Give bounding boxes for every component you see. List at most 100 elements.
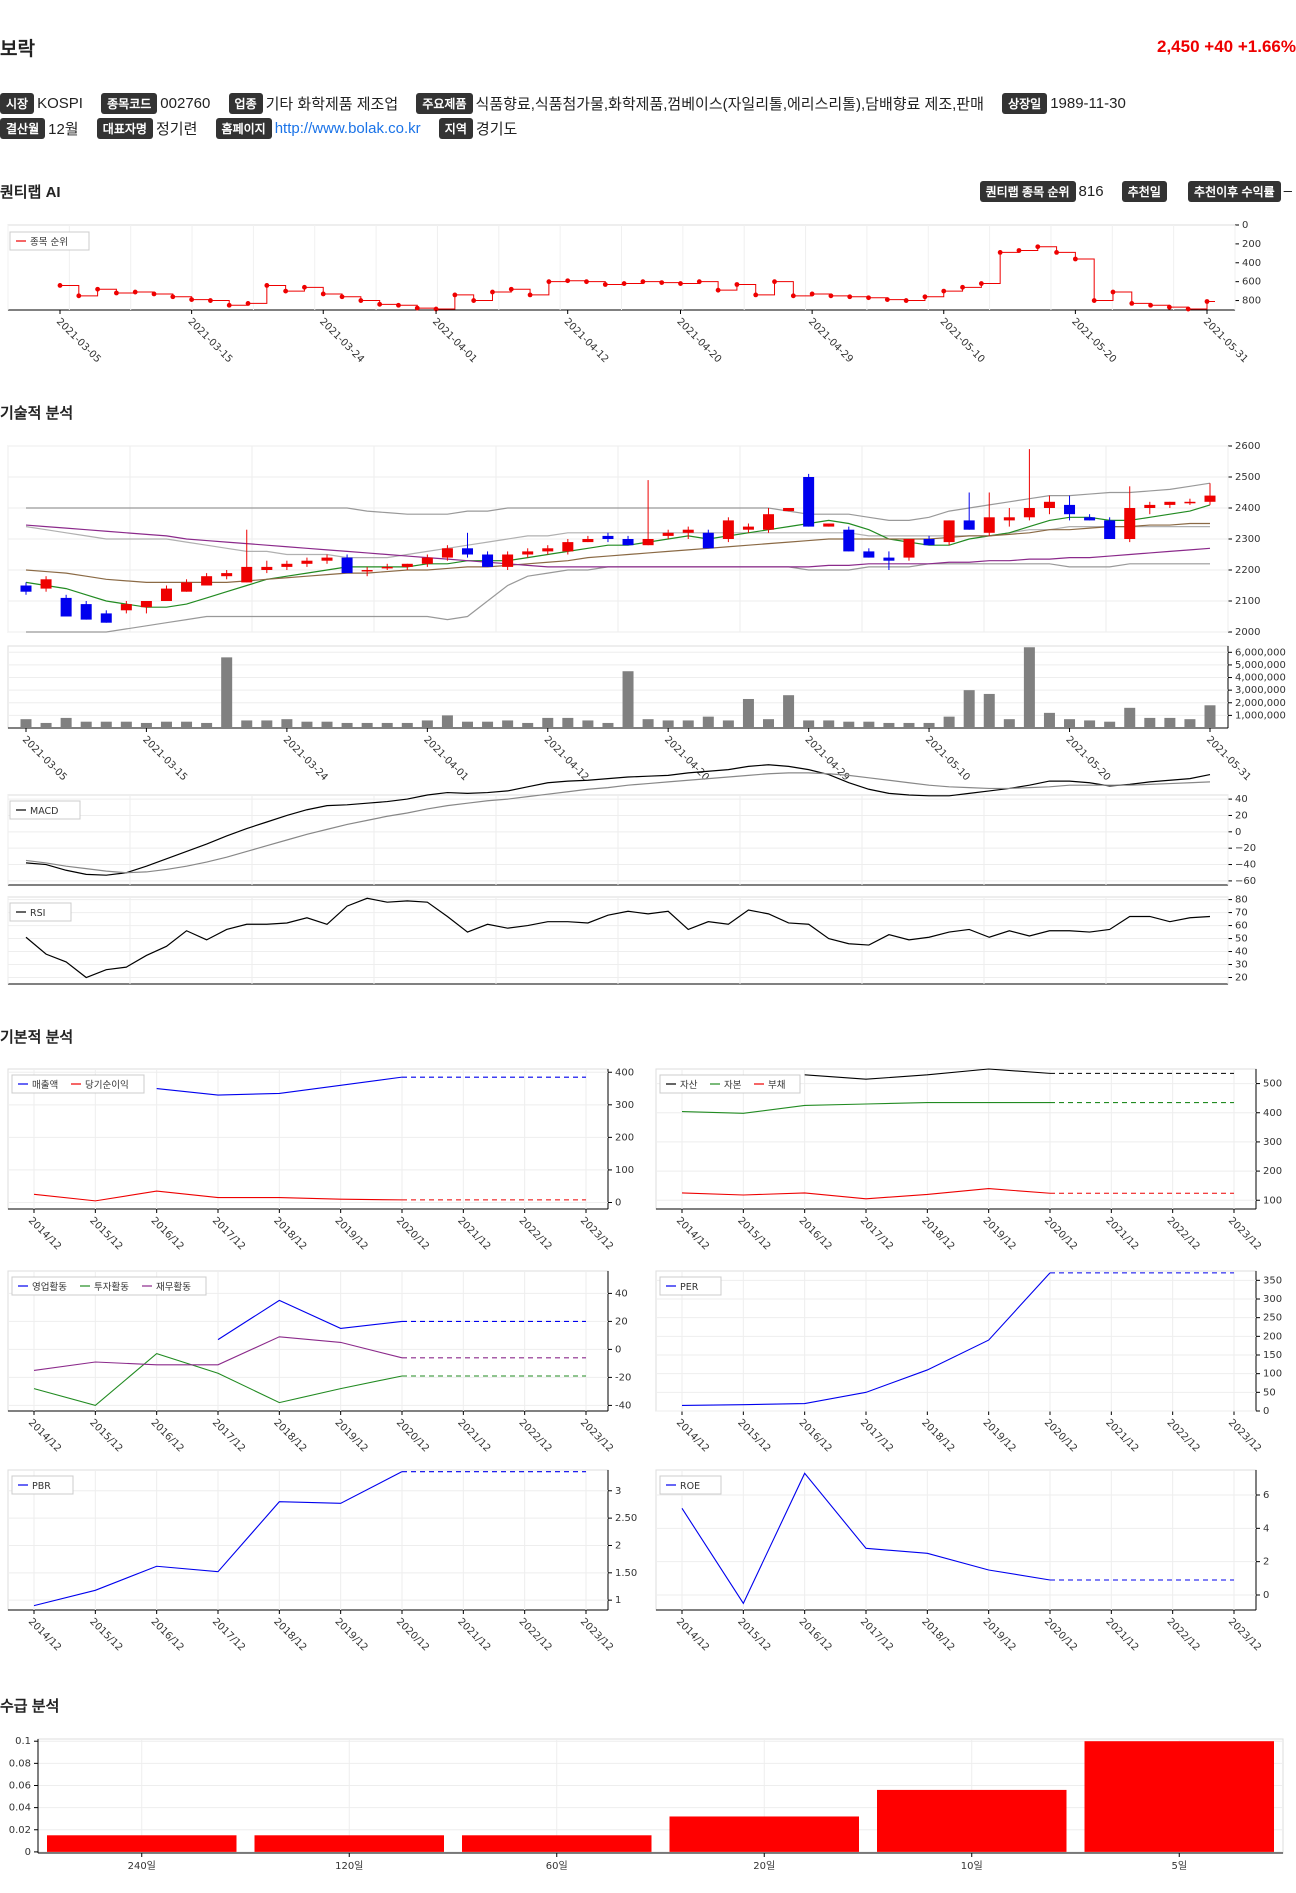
candle-body bbox=[461, 548, 473, 555]
candle-body bbox=[1043, 501, 1055, 508]
asset-equity-debt-chart: 2014/12 2015/12 2016/12 2017/12 2018/12 2019/… bbox=[655, 1068, 1282, 1252]
rank-point bbox=[490, 289, 495, 295]
volume-bar bbox=[281, 719, 293, 728]
volume-bar bbox=[783, 695, 795, 728]
volume-y-tick-label: 3,000,000 bbox=[1235, 685, 1286, 696]
candle-body bbox=[522, 551, 534, 555]
pbr-x-tick-label: 2023/12 bbox=[578, 1616, 615, 1653]
candle-body bbox=[642, 539, 654, 546]
price-y-tick-label: 2300 bbox=[1235, 534, 1260, 545]
rank-point bbox=[734, 282, 740, 287]
fin1-y-tick-label: 400 bbox=[615, 1067, 634, 1078]
volume-bar bbox=[120, 721, 132, 728]
rank-x-tick-label: 2021-04-01 bbox=[430, 316, 479, 365]
candle-body bbox=[582, 539, 594, 543]
volume-bar bbox=[60, 717, 72, 728]
rsi-y-tick-label: 50 bbox=[1235, 934, 1248, 945]
volume-bar bbox=[401, 722, 413, 728]
rank-chart: 0 200 400 600 800 2021-03-05 2021-03-15 2021-03… bbox=[7, 220, 1261, 365]
roe-series-line bbox=[681, 1472, 1051, 1605]
homepage-link[interactable]: http://www.bolak.co.kr bbox=[274, 120, 421, 137]
volume-x-tick-label: 2021-04-12 bbox=[542, 734, 591, 783]
supply-bar bbox=[669, 1816, 859, 1852]
fin2-legend-label: 자본 bbox=[724, 1080, 742, 1091]
macd-legend-label: MACD bbox=[30, 806, 58, 817]
volume-bar bbox=[1084, 720, 1096, 728]
supply-y-tick-label: 0.06 bbox=[9, 1780, 31, 1791]
candle-body bbox=[903, 539, 915, 558]
price-line-ma-green bbox=[25, 504, 1211, 608]
price-display: 2,450 +40 +1.66% bbox=[1157, 37, 1296, 57]
fin3-x-tick-label: 2017/12 bbox=[210, 1417, 247, 1454]
rank-point bbox=[1148, 302, 1153, 308]
price-y-tick-label: 2200 bbox=[1235, 565, 1260, 576]
volume-bar bbox=[1003, 719, 1015, 728]
roe-x-tick-label: 2021/12 bbox=[1103, 1616, 1140, 1653]
candle-body bbox=[1124, 508, 1136, 539]
candle-body bbox=[963, 520, 975, 530]
volume-bar bbox=[261, 720, 273, 728]
volume-bar bbox=[461, 721, 473, 728]
rank-point bbox=[997, 249, 1003, 255]
homepage-badge: 홈페이지 bbox=[215, 118, 272, 139]
rank-point bbox=[922, 294, 928, 300]
section-fundamental-title: 기본적 분석 bbox=[0, 1029, 74, 1046]
candle-body bbox=[542, 548, 554, 552]
supply-bar bbox=[47, 1835, 237, 1852]
supply-bar bbox=[1084, 1741, 1274, 1852]
candle-body bbox=[60, 597, 72, 617]
rank-point bbox=[226, 302, 232, 308]
volume-x-tick-label: 2021-03-15 bbox=[140, 734, 189, 783]
rank-point bbox=[640, 279, 646, 285]
volume-bar bbox=[602, 722, 614, 728]
roe-x-tick-label: 2020/12 bbox=[1042, 1616, 1079, 1653]
candle-body bbox=[502, 554, 514, 567]
volume-x-tick-label: 2021-04-20 bbox=[662, 734, 711, 783]
macd-y-tick-label: −60 bbox=[1235, 876, 1256, 887]
pbr-x-tick-label: 2019/12 bbox=[333, 1616, 370, 1653]
candle-body bbox=[1104, 520, 1116, 539]
roe-x-tick-label: 2017/12 bbox=[858, 1616, 895, 1653]
per-x-tick-label: 2018/12 bbox=[919, 1417, 956, 1454]
rank-point bbox=[772, 279, 777, 285]
code-value: 002760 bbox=[160, 95, 211, 112]
candle-body bbox=[421, 557, 433, 564]
per-series-line bbox=[681, 1272, 1051, 1406]
price-change-pct: +1.66% bbox=[1237, 37, 1296, 56]
fin3-legend-box bbox=[11, 1276, 207, 1296]
rank-point bbox=[208, 298, 213, 303]
fin3-y-tick-label: -20 bbox=[615, 1372, 631, 1383]
rank-x-tick-label: 2021-05-10 bbox=[938, 316, 987, 365]
volume-bar bbox=[923, 722, 935, 728]
fin1-y-tick-label: 100 bbox=[615, 1165, 634, 1176]
macd-y-tick-label: 40 bbox=[1235, 794, 1248, 805]
cashflow-chart: 2014/12 2015/12 2016/12 2017/12 2018/12 2019/… bbox=[7, 1270, 631, 1454]
fin3-x-tick-label: 2014/12 bbox=[26, 1417, 63, 1454]
rank-point bbox=[527, 292, 533, 298]
rank-point bbox=[790, 293, 796, 299]
per-y-tick-label: 350 bbox=[1263, 1275, 1282, 1286]
candle-body bbox=[923, 539, 935, 546]
rank-value: 816 bbox=[1078, 183, 1104, 200]
rank-line bbox=[60, 246, 1215, 310]
candle-body bbox=[742, 526, 754, 530]
info-row-2: 결산월 12월 대표자명 정기련 홈페이지 http://www.bolak.co.k… bbox=[0, 118, 531, 139]
rank-point bbox=[114, 290, 119, 296]
volume-x-tick-label: 2021-03-05 bbox=[20, 734, 69, 783]
fin1-x-tick-label: 2020/12 bbox=[394, 1215, 431, 1252]
price-line-ma-purple bbox=[25, 524, 1211, 568]
fin3-series-line bbox=[217, 1299, 403, 1341]
candle-body bbox=[301, 560, 313, 564]
pbr-series-line bbox=[33, 1471, 403, 1607]
supply-bar bbox=[254, 1835, 444, 1852]
rank-point bbox=[696, 279, 702, 285]
volume-bar bbox=[140, 722, 152, 728]
candle-body bbox=[1144, 504, 1156, 508]
fin3-legend-label: 영업활동 bbox=[32, 1281, 67, 1293]
supply-x-tick-label: 240일 bbox=[128, 1860, 156, 1872]
candle-body bbox=[1184, 501, 1196, 504]
supply-y-tick-label: 0.1 bbox=[15, 1736, 31, 1747]
volume-y-tick-label: 2,000,000 bbox=[1235, 698, 1286, 709]
rank-point bbox=[884, 297, 890, 303]
